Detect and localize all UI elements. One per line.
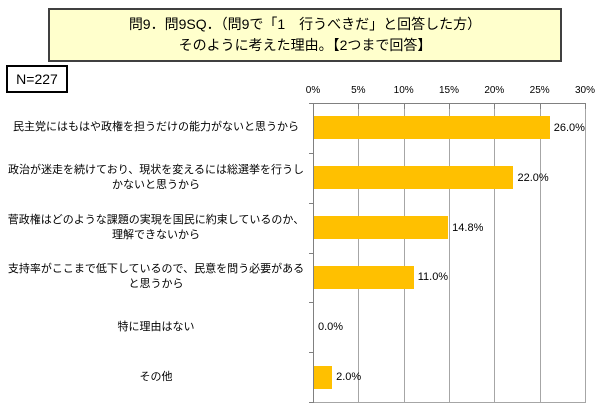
x-axis-tick <box>494 103 496 109</box>
x-axis-tick <box>539 103 541 109</box>
x-axis-tick-label: 15% <box>438 85 459 96</box>
category-axis-tick <box>309 302 313 304</box>
chart-title-line-2: そのように考えた理由。【2つまで回答】 <box>178 37 432 53</box>
bar-value-label: 2.0% <box>336 371 362 384</box>
plot-bottom-border <box>313 402 586 403</box>
category-label: 政治が迷走を続けており、現状を変えるには総選挙を行うしかないと思うから <box>8 163 304 191</box>
bar-value-label: 11.0% <box>417 271 449 284</box>
category-axis-tick <box>309 202 313 204</box>
category-axis-tick <box>309 402 313 403</box>
category-axis-tick <box>309 252 313 254</box>
gridline <box>494 103 496 402</box>
bar-value-label: 26.0% <box>553 121 585 134</box>
category-label: 菅政権はどのような課題の実現を国民に約束しているのか、理解できないから <box>7 213 305 241</box>
category-axis-tick <box>309 152 313 154</box>
x-axis-tick-label: 0% <box>305 85 321 96</box>
x-axis-tick-label: 20% <box>484 85 505 96</box>
gridline <box>539 103 541 402</box>
bar <box>314 216 449 240</box>
x-axis-line-top <box>313 103 586 104</box>
x-axis-tick <box>585 103 586 109</box>
sample-size-box: N=227 <box>6 65 68 93</box>
x-axis-tick-label: 25% <box>529 85 550 96</box>
category-axis-tick <box>309 103 313 104</box>
gridline <box>403 103 405 402</box>
category-axis-line <box>313 103 314 403</box>
bar <box>314 116 550 140</box>
x-axis-tick-label: 30% <box>574 85 595 96</box>
bar-value-label: 0.0% <box>318 321 344 334</box>
bar <box>314 166 514 190</box>
chart-title-box: 問9．問9SQ．（問9で「1 行うべきだ」と回答した方） そのように考えた理由。… <box>48 8 562 62</box>
category-axis-tick <box>309 352 313 354</box>
bar <box>314 265 414 289</box>
x-axis-tick <box>449 103 450 109</box>
x-axis-tick <box>358 103 360 109</box>
x-axis-tick-label: 5% <box>351 85 366 96</box>
gridline <box>358 103 360 402</box>
bar-value-label: 22.0% <box>517 171 549 184</box>
bar <box>314 365 333 389</box>
gridline <box>449 103 450 402</box>
x-axis-tick-label: 10% <box>393 85 414 96</box>
category-label: 特に理由はない <box>117 320 195 333</box>
category-label: 支持率がここまで低下しているので、民意を問う必要があると思うから <box>7 263 305 291</box>
category-label: 民主党にはもはや政権を担うだけの能力がないと思うから <box>13 121 299 134</box>
category-label: その他 <box>139 370 173 383</box>
bar-value-label: 14.8% <box>452 221 484 234</box>
chart-title-line-1: 問9．問9SQ．（問9で「1 行うべきだ」と回答した方） <box>128 16 482 32</box>
gridline <box>585 103 586 402</box>
x-axis-tick <box>403 103 405 109</box>
